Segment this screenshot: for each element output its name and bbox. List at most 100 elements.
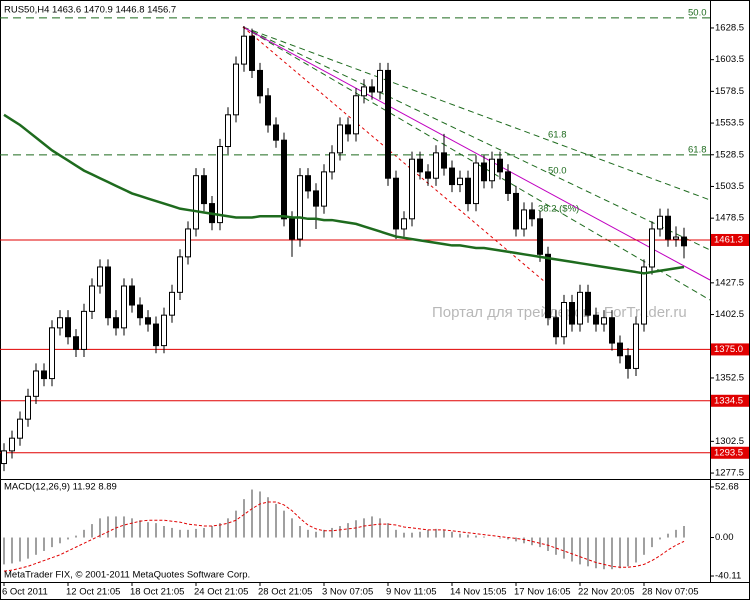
x-tick-label: 6 Oct 2011	[2, 587, 48, 598]
candle-body	[225, 114, 231, 148]
candle-body	[161, 314, 167, 347]
y-tick-label: 1427.5	[715, 277, 744, 288]
y-tick-label: 1578.5	[715, 86, 744, 97]
y2-tick-label: 0.00	[715, 532, 734, 543]
candle-body	[385, 69, 391, 179]
candle-body	[129, 285, 135, 306]
annotation: 61.8	[548, 130, 567, 141]
candle-body	[425, 171, 431, 179]
level-label: 1334.5	[714, 395, 743, 406]
candle-body	[345, 124, 351, 135]
candle-body	[17, 418, 23, 439]
y-tick-label: 1302.5	[715, 436, 744, 447]
candle-body	[545, 253, 551, 319]
macd-title: MACD(12,26,9) 11.92 8.89	[4, 482, 117, 493]
candle-body	[369, 86, 375, 93]
candle-body	[273, 124, 279, 141]
candle-body	[145, 317, 151, 325]
y-tick-label: 1402.5	[715, 309, 744, 320]
candle-body	[169, 291, 175, 316]
candle-body	[233, 63, 239, 116]
y-tick-label: 1503.5	[715, 181, 744, 192]
candle-body	[401, 218, 407, 230]
candle-body	[353, 95, 359, 135]
candle-body	[321, 171, 327, 207]
candle-body	[593, 314, 599, 325]
candle-body	[25, 395, 31, 420]
annotation: 38.2 ($%)	[538, 204, 579, 215]
candle-body	[89, 285, 95, 312]
level-label: 1293.5	[714, 447, 743, 458]
candle-body	[177, 256, 183, 293]
candle-body	[473, 162, 479, 205]
candle-body	[625, 355, 631, 369]
x-tick-label: 3 Nov 07:05	[322, 587, 373, 598]
candle-body	[289, 218, 295, 240]
candle-body	[9, 437, 15, 452]
level-label: 1461.3	[714, 234, 743, 245]
x-tick-label: 28 Oct 21:05	[258, 587, 312, 598]
y-tick-label: 1528.5	[715, 149, 744, 160]
copyright: MetaTrader FIX, © 2001-2011 MetaQuotes S…	[4, 570, 250, 581]
candle-body	[281, 139, 287, 220]
candle-body	[1, 450, 7, 465]
candle-body	[489, 158, 495, 182]
candle-body	[577, 291, 583, 325]
candle-body	[617, 342, 623, 357]
y2-tick-label: 52.68	[715, 481, 739, 492]
x-tick-label: 28 Nov 07:05	[642, 587, 699, 598]
candle-body	[585, 291, 591, 316]
y-tick-label: 1603.5	[715, 54, 744, 65]
candle-body	[329, 152, 335, 173]
candle-body	[665, 215, 671, 240]
candle-body	[457, 177, 463, 186]
level-label-box	[711, 446, 749, 459]
y-tick-label: 1553.5	[715, 118, 744, 129]
candle-body	[257, 69, 263, 97]
level-label-box	[711, 343, 749, 356]
candle-body	[65, 317, 71, 338]
level-label: 61.8	[688, 144, 707, 155]
candle-body	[337, 124, 343, 154]
level-label-box	[711, 233, 749, 246]
candle-body	[73, 336, 79, 350]
level-label: 50.0	[688, 7, 707, 18]
x-tick-label: 22 Nov 20:05	[578, 587, 635, 598]
candle-body	[33, 370, 39, 397]
candle-body	[433, 152, 439, 179]
candle-body	[305, 175, 311, 192]
candle-body	[217, 146, 223, 224]
candle-body	[497, 158, 503, 173]
candle-body	[609, 317, 615, 344]
candle-body	[201, 175, 207, 205]
y-tick-label: 1478.5	[715, 213, 744, 224]
candle-body	[313, 190, 319, 207]
y-tick-label: 1628.5	[715, 22, 744, 33]
x-tick-label: 12 Oct 21:05	[66, 587, 120, 598]
candle-body	[569, 301, 575, 325]
candle-body	[297, 175, 303, 240]
candle-body	[81, 310, 87, 350]
candle-body	[537, 218, 543, 255]
candle-body	[361, 86, 367, 97]
y-tick-label: 1277.5	[715, 468, 744, 479]
fan-line	[242, 26, 711, 251]
x-tick-label: 17 Nov 16:05	[514, 587, 571, 598]
annotation: 50.0	[548, 166, 567, 177]
chart-title: RUS50,H4 1463.6 1470.9 1446.8 1456.7	[4, 5, 176, 16]
x-tick-label: 9 Nov 11:05	[386, 587, 437, 598]
candle-body	[633, 323, 639, 369]
candle-body	[49, 327, 55, 380]
candle-body	[681, 236, 687, 247]
candle-body	[57, 317, 63, 329]
x-tick-label: 18 Oct 21:05	[130, 587, 184, 598]
candle-body	[505, 171, 511, 194]
candle-body	[673, 236, 679, 240]
candle-body	[553, 317, 559, 338]
candle-body	[121, 285, 127, 329]
candle-body	[241, 35, 247, 65]
candle-body	[513, 192, 519, 230]
candle-body	[657, 215, 663, 230]
candle-body	[265, 95, 271, 126]
candle-body	[649, 228, 655, 268]
